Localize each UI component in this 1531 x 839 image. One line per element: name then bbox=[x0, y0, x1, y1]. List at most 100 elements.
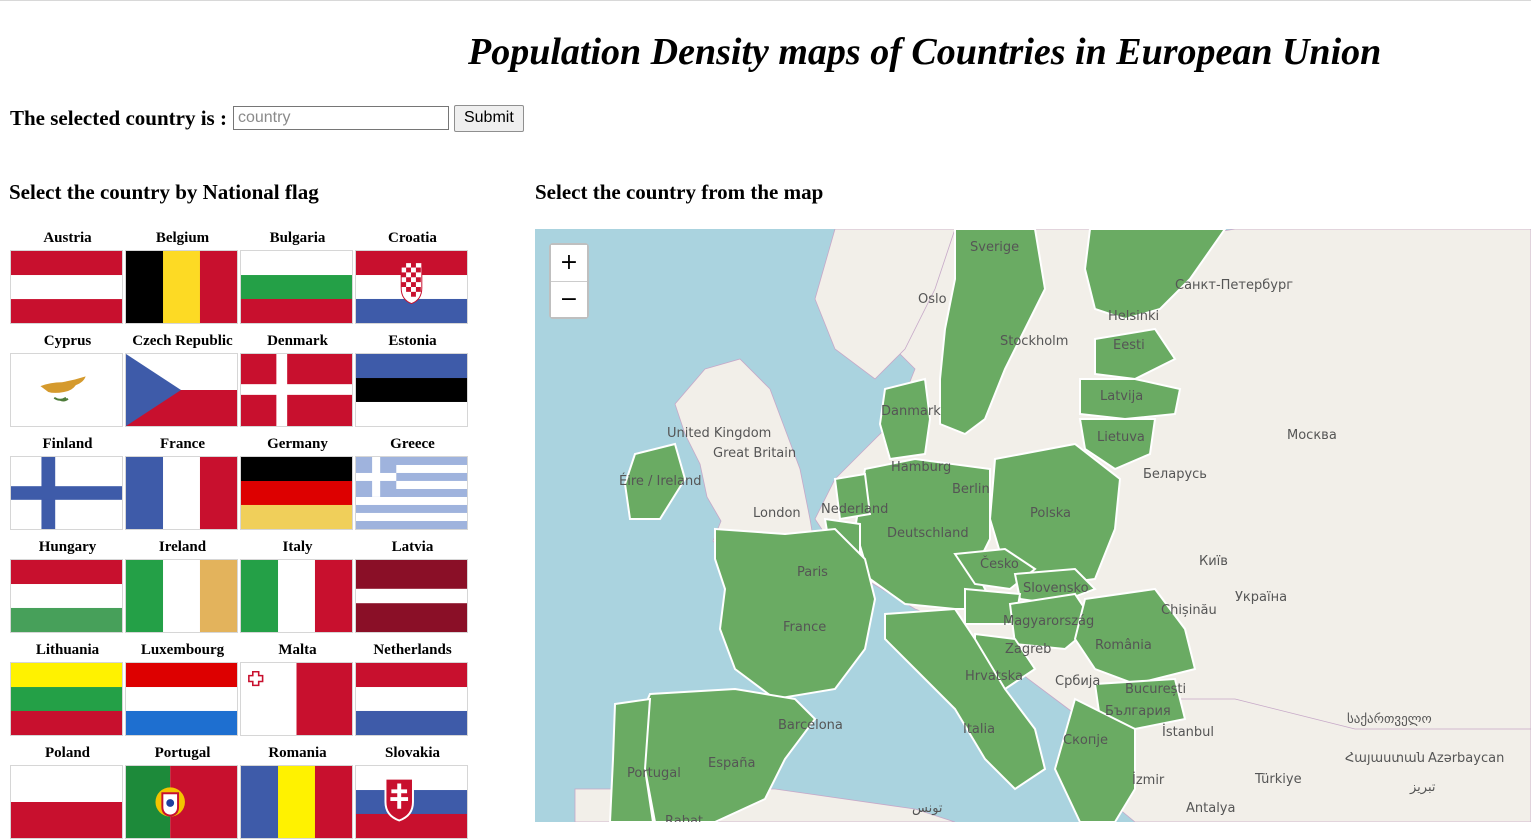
germany-flag-icon[interactable] bbox=[240, 456, 353, 530]
bulgaria-flag-icon[interactable] bbox=[240, 250, 353, 324]
netherlands-region[interactable] bbox=[833, 472, 872, 521]
poland-region[interactable] bbox=[988, 442, 1122, 586]
cyprus-flag-icon[interactable] bbox=[10, 353, 123, 427]
flag-cell-croatia[interactable]: Croatia bbox=[355, 229, 470, 324]
flag-cell-malta[interactable]: Malta bbox=[240, 641, 355, 736]
map-label-italia: Italia bbox=[963, 722, 995, 737]
flag-cell-luxembourg[interactable]: Luxembourg bbox=[125, 641, 240, 736]
map-label-france: France bbox=[783, 620, 826, 635]
portugal-flag-icon[interactable] bbox=[125, 765, 238, 839]
map-label-portugal: Portugal bbox=[627, 766, 681, 781]
france-region[interactable] bbox=[714, 527, 877, 701]
czech-republic-flag-icon[interactable] bbox=[125, 353, 238, 427]
flag-cell-lithuania[interactable]: Lithuania bbox=[10, 641, 125, 736]
lithuania-region[interactable] bbox=[1078, 418, 1157, 471]
country-name: Italy bbox=[282, 539, 313, 555]
flag-cell-slovakia[interactable]: Slovakia bbox=[355, 744, 470, 839]
hungary-flag-icon[interactable] bbox=[10, 559, 123, 633]
map-label-romania: România bbox=[1095, 638, 1152, 653]
map-label-barcelona: Barcelona bbox=[778, 718, 843, 733]
luxembourg-flag-icon[interactable] bbox=[125, 662, 238, 736]
flag-cell-cyprus[interactable]: Cyprus bbox=[10, 332, 125, 427]
romania-region[interactable] bbox=[1073, 587, 1197, 686]
eu-map[interactable]: Sverige Oslo Санкт-Петербург Helsinki Stockh… bbox=[535, 229, 1531, 822]
flag-cell-latvia[interactable]: Latvia bbox=[355, 538, 470, 633]
flag-cell-romania[interactable]: Romania bbox=[240, 744, 355, 839]
italy-flag-icon[interactable] bbox=[240, 559, 353, 633]
zoom-in-button[interactable]: + bbox=[551, 245, 587, 281]
map-label-london: London bbox=[753, 506, 801, 521]
greece-flag-icon[interactable] bbox=[355, 456, 468, 530]
map-label-izmir: İzmir bbox=[1132, 772, 1165, 788]
flag-cell-italy[interactable]: Italy bbox=[240, 538, 355, 633]
croatia-flag-icon[interactable] bbox=[355, 250, 468, 324]
flag-cell-estonia[interactable]: Estonia bbox=[355, 332, 470, 427]
portugal-region[interactable] bbox=[608, 697, 655, 822]
flag-cell-greece[interactable]: Greece bbox=[355, 435, 470, 530]
map-label-oslo: Oslo bbox=[918, 292, 947, 307]
finland-flag-icon[interactable] bbox=[10, 456, 123, 530]
map-label-slovensko: Slovensko bbox=[1023, 581, 1089, 596]
flag-cell-portugal[interactable]: Portugal bbox=[125, 744, 240, 839]
ireland-region[interactable] bbox=[623, 442, 687, 520]
france-flag-icon[interactable] bbox=[125, 456, 238, 530]
latvia-flag-icon[interactable] bbox=[355, 559, 468, 633]
lithuania-flag-icon[interactable] bbox=[10, 662, 123, 736]
romania-flag-icon[interactable] bbox=[240, 765, 353, 839]
map-label-gb: Great Britain bbox=[713, 446, 796, 461]
map-label-espana: España bbox=[708, 756, 755, 771]
map-label-moskva: Москва bbox=[1287, 428, 1337, 443]
map-label-turkiye: Türkiye bbox=[1254, 772, 1302, 787]
denmark-region[interactable] bbox=[878, 377, 932, 461]
map-label-sakartvelo: საქართველო bbox=[1347, 712, 1432, 727]
top-divider bbox=[0, 0, 1531, 1]
flag-cell-austria[interactable]: Austria bbox=[10, 229, 125, 324]
netherlands-flag-icon[interactable] bbox=[355, 662, 468, 736]
country-input[interactable] bbox=[232, 106, 449, 130]
submit-button[interactable]: Submit bbox=[453, 104, 524, 132]
malta-flag-icon[interactable] bbox=[240, 662, 353, 736]
map-label-lietuva: Lietuva bbox=[1097, 430, 1145, 445]
map-label-nederland: Nederland bbox=[821, 502, 888, 517]
country-name: Finland bbox=[42, 436, 93, 452]
flag-cell-hungary[interactable]: Hungary bbox=[10, 538, 125, 633]
flag-cell-belgium[interactable]: Belgium bbox=[125, 229, 240, 324]
sweden-region[interactable] bbox=[939, 229, 1047, 436]
selected-country-label: The selected country is : bbox=[10, 105, 227, 130]
map-label-istanbul: İstanbul bbox=[1162, 724, 1214, 740]
zoom-out-button[interactable]: − bbox=[551, 281, 587, 317]
country-name: Portugal bbox=[154, 745, 211, 761]
ireland-flag-icon[interactable] bbox=[125, 559, 238, 633]
flag-cell-denmark[interactable]: Denmark bbox=[240, 332, 355, 427]
latvia-region[interactable] bbox=[1079, 378, 1182, 421]
greece-region[interactable] bbox=[1053, 697, 1136, 822]
country-name: Poland bbox=[44, 745, 90, 761]
country-name: Romania bbox=[268, 745, 327, 761]
denmark-flag-icon[interactable] bbox=[240, 353, 353, 427]
italy-region[interactable] bbox=[884, 607, 1047, 791]
estonia-flag-icon[interactable] bbox=[355, 353, 468, 427]
flag-cell-netherlands[interactable]: Netherlands bbox=[355, 641, 470, 736]
country-name: Hungary bbox=[38, 539, 97, 555]
flag-cell-ireland[interactable]: Ireland bbox=[125, 538, 240, 633]
flag-cell-czech-republic[interactable]: Czech Republic bbox=[125, 332, 240, 427]
map-canvas[interactable]: Sverige Oslo Санкт-Петербург Helsinki Stockh… bbox=[535, 229, 1531, 822]
map-label-tunis: تونس bbox=[912, 801, 943, 816]
flag-cell-germany[interactable]: Germany bbox=[240, 435, 355, 530]
country-selector-row: The selected country is : Submit bbox=[10, 103, 524, 133]
estonia-region[interactable] bbox=[1094, 327, 1177, 381]
slovakia-flag-icon[interactable] bbox=[355, 765, 468, 839]
map-label-danmark: Danmark bbox=[881, 404, 941, 419]
austria-flag-icon[interactable] bbox=[10, 250, 123, 324]
belgium-flag-icon[interactable] bbox=[125, 250, 238, 324]
norway-land bbox=[814, 229, 956, 380]
poland-flag-icon[interactable] bbox=[10, 765, 123, 839]
flag-cell-finland[interactable]: Finland bbox=[10, 435, 125, 530]
map-label-berlin: Berlin bbox=[952, 482, 990, 497]
flag-cell-poland[interactable]: Poland bbox=[10, 744, 125, 839]
finland-region[interactable] bbox=[1083, 229, 1227, 321]
flag-cell-france[interactable]: France bbox=[125, 435, 240, 530]
flag-cell-bulgaria[interactable]: Bulgaria bbox=[240, 229, 355, 324]
country-name: Germany bbox=[267, 436, 328, 452]
country-name: Cyprus bbox=[43, 333, 92, 349]
